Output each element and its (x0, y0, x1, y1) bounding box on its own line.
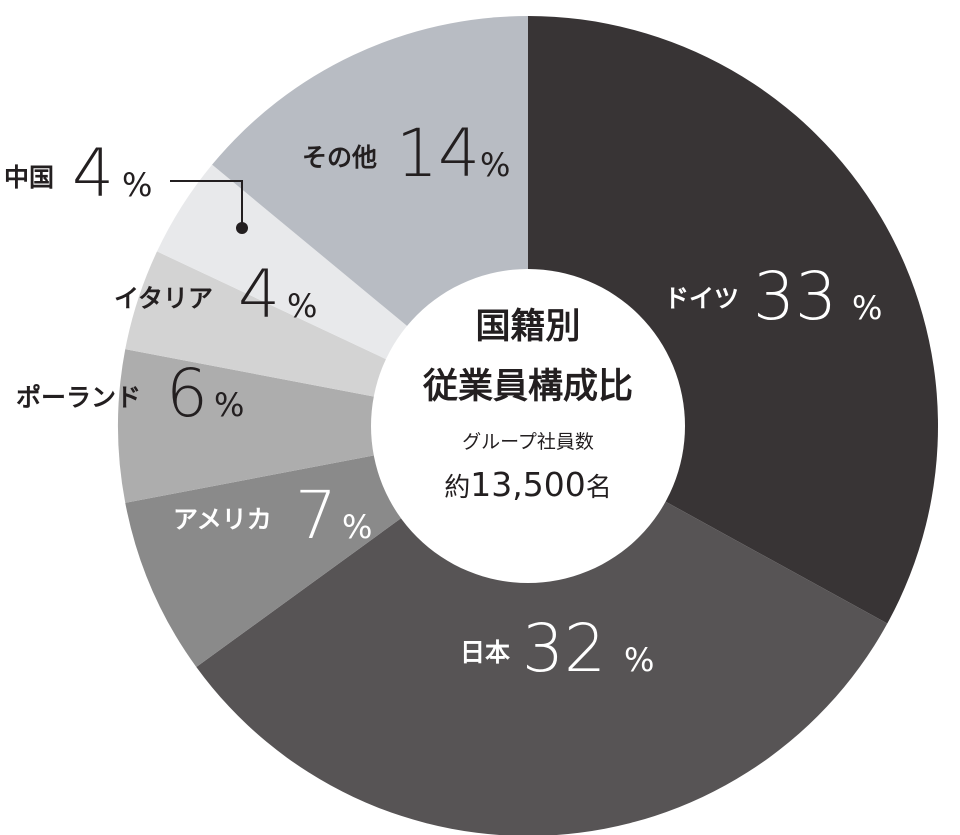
slice-value: 6 (166, 355, 208, 432)
slice-unit: % (342, 508, 372, 546)
slice-label-china: 中国 4 % (4, 135, 152, 212)
pie-slice-1 (196, 426, 888, 835)
slice-value: 4 (72, 135, 114, 212)
center-total-prefix: 約 (444, 473, 470, 503)
slice-label-italy: イタリア 4 % (114, 256, 317, 333)
leader-line-china (170, 180, 243, 226)
slice-value: 32 (522, 610, 606, 687)
slice-label-other: その他 14 % (302, 115, 510, 192)
leader-dot-china (236, 222, 248, 234)
center-title-line1: 国籍別 (475, 307, 580, 347)
center-subtitle: グループ社員数 (462, 431, 594, 453)
slice-unit: % (287, 287, 317, 325)
slice-label-text: その他 (302, 143, 377, 172)
slice-unit: % (852, 289, 882, 327)
slice-label-usa: アメリカ 7 % (173, 477, 372, 554)
slice-value: 7 (295, 477, 337, 554)
slice-value: 33 (753, 258, 837, 335)
slice-value: 14 (396, 115, 480, 192)
center-total-value: 13,500 (470, 465, 585, 504)
center-total-suffix: 名 (586, 473, 612, 503)
slice-label-text: アメリカ (173, 505, 272, 534)
pie-slice-3 (117, 349, 528, 503)
slice-label-text: イタリア (114, 284, 213, 313)
center-total: 約13,500名 (444, 465, 612, 504)
slice-label-germany: ドイツ 33 % (664, 258, 882, 335)
slice-unit: % (122, 166, 152, 204)
slice-label-text: 日本 (460, 638, 510, 667)
slice-label-text: ポーランド (16, 383, 141, 412)
slice-value: 4 (238, 256, 280, 333)
slice-label-text: 中国 (4, 163, 54, 192)
slice-label-poland: ポーランド 6 % (16, 355, 244, 432)
center-title-line2: 従業員構成比 (422, 367, 633, 407)
donut-hole (371, 269, 685, 583)
slice-unit: % (480, 146, 510, 184)
slice-unit: % (214, 386, 244, 424)
slice-unit: % (624, 641, 654, 679)
slice-label-text: ドイツ (664, 284, 739, 313)
slice-label-japan: 日本 32 % (460, 610, 654, 687)
